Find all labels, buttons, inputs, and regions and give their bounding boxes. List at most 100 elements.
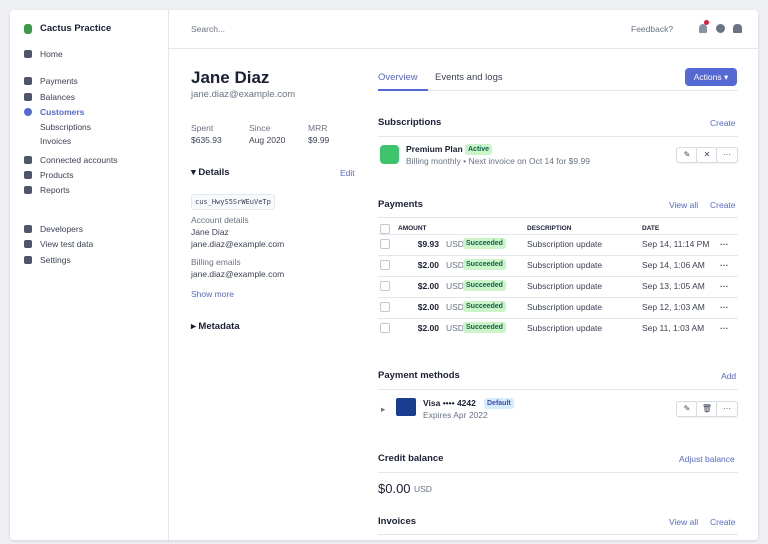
customer-email: jane.diaz@example.com — [191, 89, 296, 100]
edit-button[interactable]: ✎ — [676, 401, 698, 417]
row-checkbox[interactable] — [380, 260, 390, 270]
metadata-title: Metadata — [198, 321, 240, 332]
actions-label: Actions — [693, 72, 722, 82]
billing-email: jane.diaz@example.com — [191, 269, 285, 279]
stat-label: MRR — [308, 123, 328, 133]
notifications[interactable] — [699, 24, 707, 33]
create-link[interactable]: Create — [710, 200, 736, 210]
date: Sep 14, 1:06 AM — [642, 260, 705, 270]
help[interactable] — [716, 24, 725, 33]
tabs-divider — [378, 90, 738, 91]
plan-billing: Billing monthly • Next invoice on Oct 14… — [406, 156, 590, 166]
account-switcher[interactable]: Cactus Practice — [40, 23, 112, 34]
description: Subscription update — [527, 281, 603, 291]
account-email: jane.diaz@example.com — [191, 239, 285, 249]
more-button[interactable]: ··· — [716, 401, 738, 417]
nav-item[interactable]: Developers — [40, 224, 83, 234]
divider — [378, 472, 738, 473]
profile[interactable] — [733, 24, 742, 33]
column-header: DATE — [642, 225, 660, 232]
nav-icon — [24, 50, 32, 58]
balance-amount: $0.00 — [378, 481, 411, 496]
default-badge: Default — [484, 398, 514, 409]
more-button[interactable]: ··· — [716, 147, 738, 163]
notification-badge — [704, 20, 709, 25]
row-menu[interactable]: ··· — [720, 260, 729, 270]
billing-label: Billing emails — [191, 257, 241, 267]
currency: USD — [446, 302, 464, 312]
status-badge: Succeeded — [463, 301, 506, 312]
tab[interactable]: Overview — [378, 72, 418, 83]
balance-currency: USD — [414, 484, 432, 494]
nav-item[interactable]: Reports — [40, 185, 70, 195]
add-link[interactable]: Add — [721, 371, 737, 381]
feedback[interactable]: Feedback? — [631, 24, 674, 34]
search[interactable]: Search... — [191, 24, 226, 34]
nav-item[interactable]: Settings — [40, 255, 71, 265]
details-edit[interactable]: Edit — [340, 168, 355, 178]
nav-icon — [24, 77, 32, 85]
row-checkbox[interactable] — [380, 302, 390, 312]
actions-button[interactable]: Actions ▾ — [685, 68, 737, 86]
row-menu[interactable]: ··· — [720, 281, 729, 291]
nav-item[interactable]: Connected accounts — [40, 155, 118, 165]
customer-id: cus_HwyS5SrWEuVeTp — [191, 194, 275, 210]
nav-item[interactable]: View test data — [40, 239, 94, 249]
status-badge: Succeeded — [463, 322, 506, 333]
metadata-toggle[interactable]: ▸ Metadata — [191, 321, 240, 332]
nav-item[interactable]: Customers — [40, 107, 85, 117]
amount: $9.93 — [417, 239, 439, 249]
stat-value: $9.99 — [308, 135, 330, 145]
tab-underline — [378, 89, 428, 91]
nav-item[interactable]: Products — [40, 170, 74, 180]
delete-button[interactable]: 🗑 — [696, 401, 718, 417]
topbar: Search... Feedback? — [169, 10, 758, 49]
select-all[interactable] — [380, 224, 390, 234]
adjust-balance-link[interactable]: Adjust balance — [679, 454, 735, 464]
view-all-link[interactable]: View all — [669, 517, 699, 527]
nav-icon — [24, 156, 32, 164]
cancel-button[interactable]: ✕ — [696, 147, 718, 163]
tab[interactable]: Events and logs — [435, 72, 503, 83]
nav-item[interactable]: Payments — [40, 76, 78, 86]
row-menu[interactable]: ··· — [720, 323, 729, 333]
edit-button[interactable]: ✎ — [676, 147, 698, 163]
stat-label: Spent — [191, 123, 214, 133]
create-link[interactable]: Create — [710, 118, 736, 128]
create-link[interactable]: Create — [710, 517, 736, 527]
nav-icon — [24, 93, 32, 101]
nav-icon — [24, 108, 32, 116]
nav-icon — [24, 240, 32, 248]
row-menu[interactable]: ··· — [720, 239, 729, 249]
section-title: Subscriptions — [378, 117, 442, 128]
logo — [24, 24, 32, 34]
description: Subscription update — [527, 302, 603, 312]
stat-value: Aug 2020 — [249, 135, 286, 145]
card-expiry: Expires Apr 2022 — [423, 410, 488, 420]
details-toggle[interactable]: ▾ Details — [191, 167, 230, 178]
nav-item[interactable]: Subscriptions — [40, 122, 92, 132]
currency: USD — [446, 239, 464, 249]
row-divider — [378, 255, 738, 256]
row-menu[interactable]: ··· — [720, 302, 729, 312]
plan-icon — [380, 145, 399, 164]
show-more[interactable]: Show more — [191, 289, 234, 299]
nav-icon — [24, 225, 32, 233]
row-checkbox[interactable] — [380, 281, 390, 291]
expand-card[interactable]: ▸ — [381, 404, 386, 414]
amount: $2.00 — [417, 260, 439, 270]
status-badge: Succeeded — [463, 259, 506, 270]
row-checkbox[interactable] — [380, 239, 390, 249]
visa-logo — [396, 398, 416, 416]
column-header: AMOUNT — [398, 225, 427, 232]
status-badge: Succeeded — [463, 280, 506, 291]
row-checkbox[interactable] — [380, 323, 390, 333]
view-all-link[interactable]: View all — [669, 200, 699, 210]
row-divider — [378, 276, 738, 277]
row-divider — [378, 318, 738, 319]
currency: USD — [446, 323, 464, 333]
nav-item[interactable]: Invoices — [40, 136, 72, 146]
nav-item[interactable]: Balances — [40, 92, 75, 102]
account-label: Account details — [191, 215, 249, 225]
nav-item[interactable]: Home — [40, 49, 63, 59]
